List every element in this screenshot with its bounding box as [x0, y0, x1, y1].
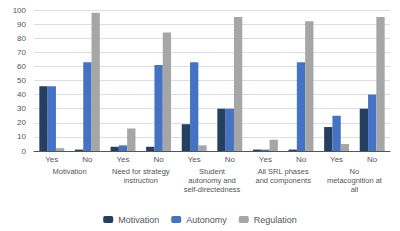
svg-text:40: 40 [17, 90, 26, 99]
svg-text:autonomy and: autonomy and [188, 176, 236, 185]
svg-text:70: 70 [17, 48, 26, 57]
svg-text:90: 90 [17, 20, 26, 29]
svg-text:Yes: Yes [116, 155, 129, 164]
svg-text:No: No [350, 167, 360, 176]
svg-text:No: No [367, 155, 378, 164]
svg-text:Student: Student [199, 167, 226, 176]
svg-text:Motivation: Motivation [53, 167, 87, 176]
svg-text:Yes: Yes [330, 155, 343, 164]
svg-text:10: 10 [17, 132, 26, 141]
svg-text:20: 20 [17, 118, 26, 127]
svg-text:30: 30 [17, 104, 26, 113]
svg-text:instruction: instruction [124, 176, 158, 185]
svg-text:all: all [351, 185, 359, 194]
svg-text:No: No [225, 155, 236, 164]
svg-text:80: 80 [17, 34, 26, 43]
svg-text:and components: and components [255, 176, 311, 185]
svg-text:100: 100 [13, 6, 27, 15]
svg-text:Autonomy: Autonomy [186, 215, 227, 225]
svg-text:0: 0 [22, 147, 27, 156]
svg-text:Yes: Yes [188, 155, 201, 164]
svg-text:Yes: Yes [259, 155, 272, 164]
svg-text:Motivation: Motivation [118, 215, 159, 225]
svg-text:Regulation: Regulation [254, 215, 297, 225]
svg-text:All SRL phases: All SRL phases [258, 167, 309, 176]
svg-text:self-directedness: self-directedness [184, 185, 241, 194]
svg-text:Need for strategy: Need for strategy [112, 167, 170, 176]
svg-text:50: 50 [17, 76, 26, 85]
svg-text:metacognition at: metacognition at [327, 176, 383, 185]
svg-text:No: No [153, 155, 164, 164]
svg-text:60: 60 [17, 62, 26, 71]
svg-text:No: No [82, 155, 93, 164]
svg-text:No: No [296, 155, 307, 164]
svg-text:Yes: Yes [45, 155, 58, 164]
